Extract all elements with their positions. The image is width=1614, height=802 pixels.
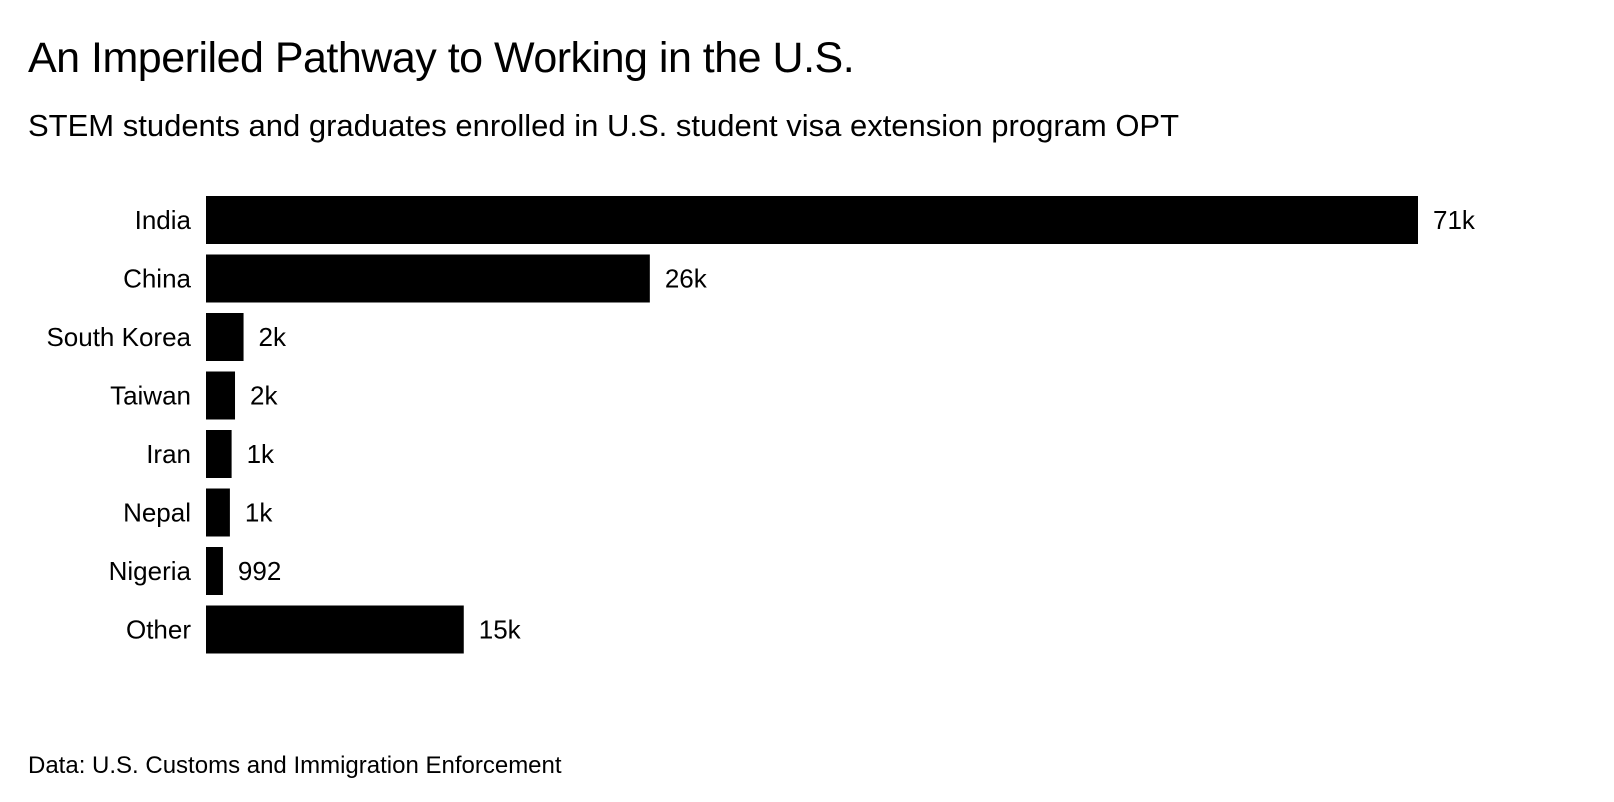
bar-china <box>206 254 650 303</box>
value-label-other: 15k <box>479 615 522 645</box>
value-label-china: 26k <box>665 264 708 294</box>
page-title: An Imperiled Pathway to Working in the U… <box>28 34 855 82</box>
category-label-iran: Iran <box>146 439 191 469</box>
category-label-taiwan: Taiwan <box>110 381 191 411</box>
value-label-iran: 1k <box>247 439 275 469</box>
category-label-other: Other <box>126 615 191 645</box>
bar-iran <box>206 430 232 478</box>
source-note: Data: U.S. Customs and Immigration Enfor… <box>28 752 562 779</box>
bar-taiwan <box>206 371 236 420</box>
value-label-nigeria: 992 <box>238 556 281 586</box>
bar-south-korea <box>206 313 244 361</box>
bar-nigeria <box>206 547 223 595</box>
bar-india <box>206 196 1418 244</box>
value-label-south-korea: 2k <box>259 322 287 352</box>
category-label-india: India <box>135 205 192 235</box>
category-label-nigeria: Nigeria <box>109 556 192 586</box>
category-label-nepal: Nepal <box>123 498 191 528</box>
bar-nepal <box>206 488 230 537</box>
value-label-nepal: 1k <box>245 498 273 528</box>
category-label-china: China <box>123 264 191 294</box>
value-label-india: 71k <box>1433 205 1476 235</box>
bar-other <box>206 605 464 654</box>
page-subtitle: STEM students and graduates enrolled in … <box>28 108 1180 143</box>
category-label-south-korea: South Korea <box>46 322 191 352</box>
value-label-taiwan: 2k <box>250 381 278 411</box>
